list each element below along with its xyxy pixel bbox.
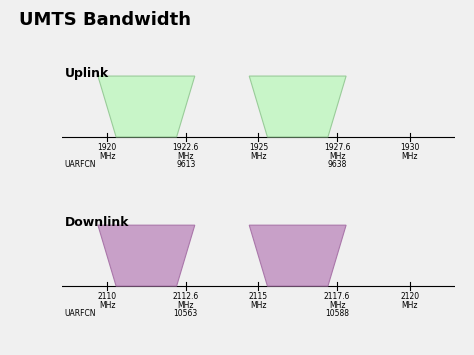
Text: UMTS Bandwidth: UMTS Bandwidth [19, 11, 191, 29]
Text: MHz: MHz [329, 301, 345, 310]
Polygon shape [249, 76, 346, 137]
Text: 10563: 10563 [173, 309, 198, 318]
Text: MHz: MHz [401, 301, 418, 310]
Text: MHz: MHz [177, 301, 194, 310]
Text: MHz: MHz [329, 152, 345, 160]
Text: UARFCN: UARFCN [64, 160, 96, 169]
Text: 1927.6: 1927.6 [324, 143, 350, 152]
Text: MHz: MHz [177, 152, 194, 160]
Polygon shape [98, 76, 195, 137]
Polygon shape [249, 225, 346, 286]
Text: 1922.6: 1922.6 [173, 143, 199, 152]
Polygon shape [98, 225, 195, 286]
Text: 10588: 10588 [325, 309, 349, 318]
Text: 1920: 1920 [97, 143, 117, 152]
Text: UARFCN: UARFCN [64, 309, 96, 318]
Text: MHz: MHz [99, 301, 115, 310]
Text: MHz: MHz [99, 152, 115, 160]
Text: 1930: 1930 [400, 143, 419, 152]
Text: MHz: MHz [250, 152, 266, 160]
Text: 1925: 1925 [249, 143, 268, 152]
Text: MHz: MHz [401, 152, 418, 160]
Text: 2117.6: 2117.6 [324, 292, 350, 301]
Text: 9638: 9638 [328, 160, 346, 169]
Text: 2110: 2110 [98, 292, 117, 301]
Text: 2115: 2115 [249, 292, 268, 301]
Text: MHz: MHz [250, 301, 266, 310]
Text: 2112.6: 2112.6 [173, 292, 199, 301]
Text: 9613: 9613 [176, 160, 195, 169]
Text: Uplink: Uplink [64, 67, 109, 80]
Text: Downlink: Downlink [64, 216, 129, 229]
Text: 2120: 2120 [400, 292, 419, 301]
